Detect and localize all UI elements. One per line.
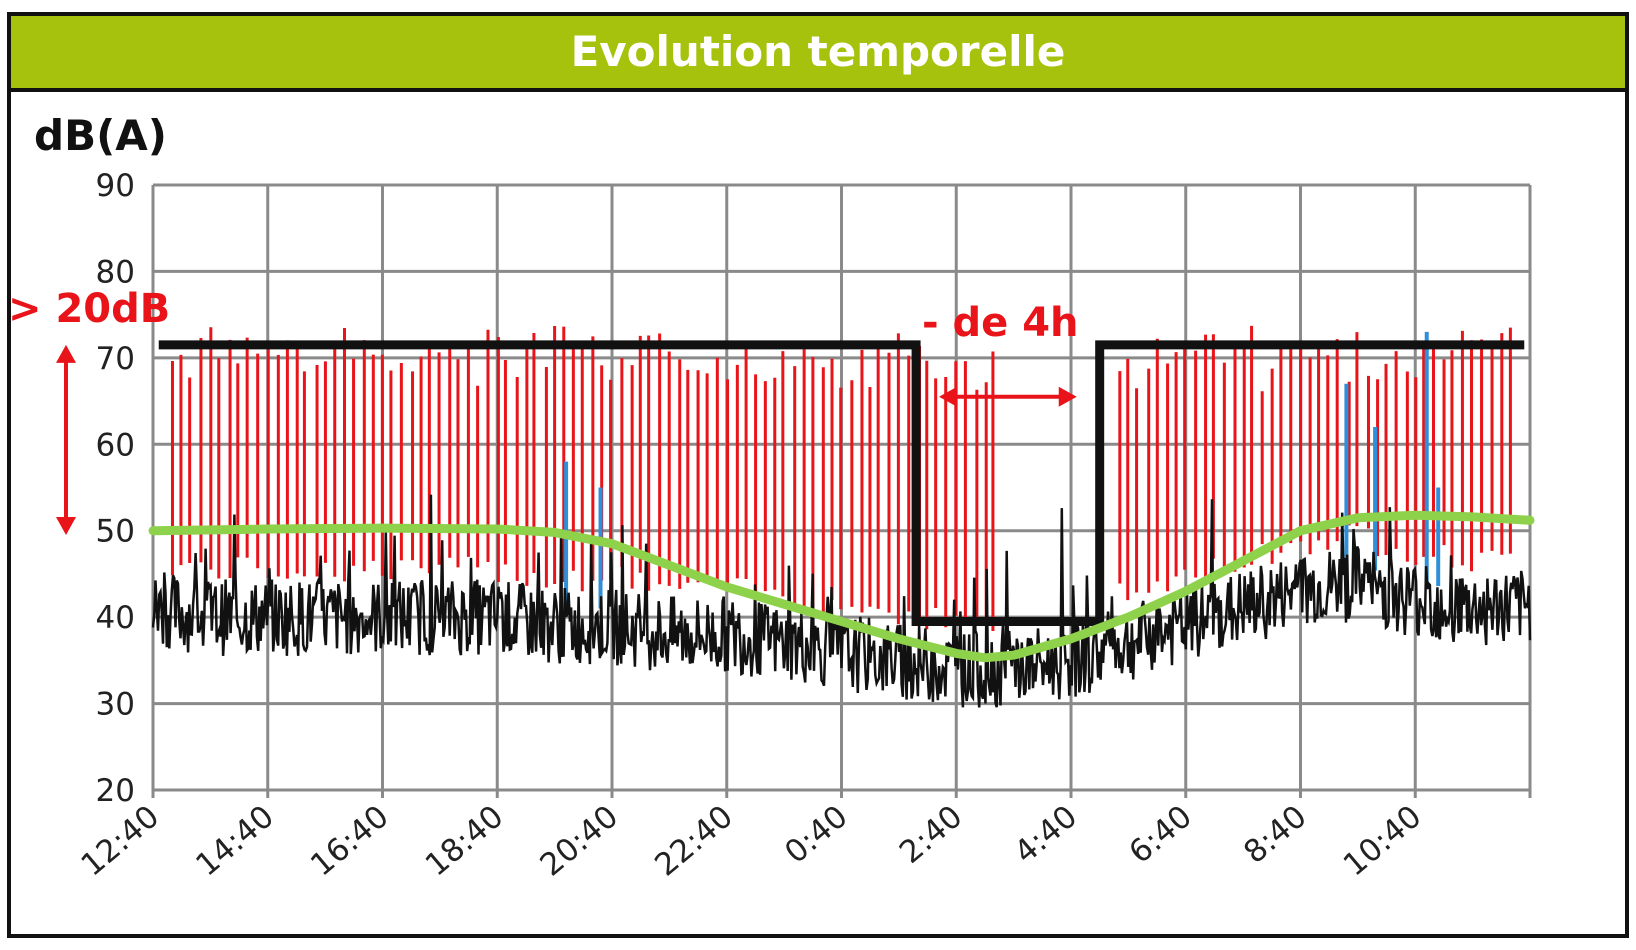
arrow-right-head: [1058, 386, 1077, 407]
x-tick-label: 2:40: [893, 799, 969, 871]
y-tick-label: 60: [96, 427, 135, 463]
limit-step-line: [158, 340, 1525, 626]
x-tick-label: 18:40: [419, 799, 511, 884]
arrow-left-head: [939, 386, 958, 407]
y-tick-label: 20: [96, 773, 135, 809]
arrow-down-head: [56, 517, 76, 536]
y-tick-label: 70: [96, 341, 135, 377]
y-tick-label: 30: [96, 687, 135, 723]
x-tick-label: 12:40: [75, 799, 167, 884]
background-level-line: [151, 494, 1532, 708]
x-tick-label: 4:40: [1008, 799, 1084, 871]
annotation-20db: > 20dB: [8, 286, 170, 332]
x-tick-label: 0:40: [778, 799, 854, 871]
y-tick-label: 80: [96, 254, 135, 290]
y-tick-label: 50: [96, 514, 135, 550]
annotation-4h: - de 4h: [922, 300, 1079, 346]
arrow-up-head: [56, 344, 76, 363]
chart-title: Evolution temporelle: [11, 16, 1625, 92]
y-axis-label: dB(A): [34, 111, 167, 160]
x-tick-label: 8:40: [1237, 799, 1313, 871]
x-tick-label: 14:40: [189, 799, 281, 884]
x-tick-label: 6:40: [1122, 799, 1198, 871]
x-tick-label: 22:40: [648, 799, 740, 884]
y-tick-label: 90: [96, 168, 135, 204]
x-tick-label: 10:40: [1337, 799, 1429, 884]
x-tick-label: 20:40: [534, 799, 626, 884]
x-tick-label: 16:40: [304, 799, 396, 884]
trend-curve: [148, 510, 1535, 663]
y-tick-label: 40: [96, 600, 135, 636]
